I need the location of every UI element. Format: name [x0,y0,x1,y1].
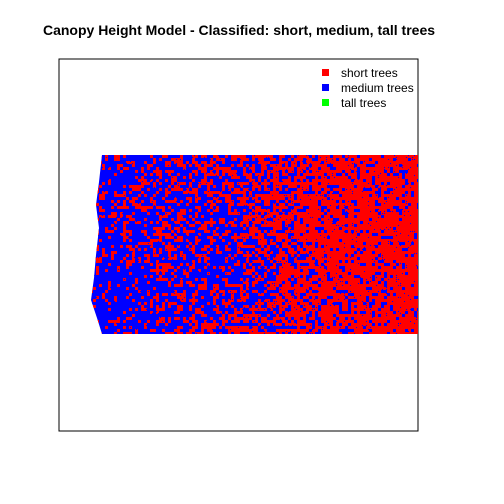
legend-entry-medium-trees: medium trees [322,81,414,95]
legend-label-short-trees: short trees [341,66,398,80]
legend-label-tall-trees: tall trees [341,96,386,110]
classified-raster [91,155,418,334]
legend-entry-short-trees: short trees [322,66,398,80]
chart-title: Canopy Height Model - Classified: short,… [43,22,435,38]
legend-swatch-short-trees [322,69,329,76]
raster-short-cells [91,155,418,334]
legend-swatch-tall-trees [322,99,329,106]
legend-entry-tall-trees: tall trees [322,96,386,110]
legend-label-medium-trees: medium trees [341,81,414,95]
legend-swatch-medium-trees [322,84,329,91]
legend: short trees medium trees tall trees [322,66,414,110]
